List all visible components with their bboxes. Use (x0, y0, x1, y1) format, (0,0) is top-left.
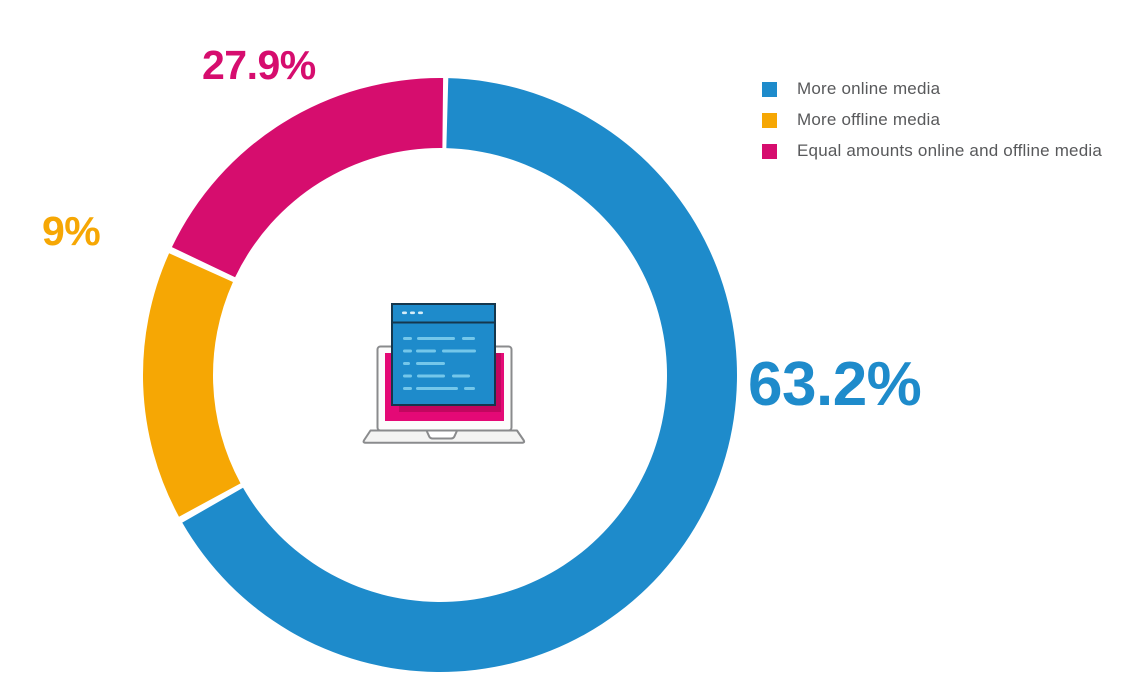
legend-item-more-offline: More offline media (762, 110, 1102, 129)
laptop-icon (362, 303, 526, 444)
legend-label-more-online: More online media (797, 79, 941, 98)
pct-label-equal: 27.9% (202, 42, 316, 88)
pct-label-offline: 9% (42, 208, 101, 254)
legend-item-more-online: More online media (762, 79, 1102, 98)
legend-label-more-offline: More offline media (797, 110, 941, 129)
legend-item-equal: Equal amounts online and offline media (762, 141, 1102, 160)
legend-swatch-more-offline (762, 112, 777, 128)
browser-content-lines (403, 337, 476, 390)
legend-swatch-equal (762, 143, 777, 159)
browser-titlebar-dots (402, 311, 423, 315)
laptop-base (362, 429, 526, 444)
chart-legend: More online media More offline media Equ… (762, 79, 1102, 174)
legend-label-equal: Equal amounts online and offline media (797, 141, 1102, 160)
legend-swatch-more-online (762, 81, 777, 97)
pct-label-online: 63.2% (748, 350, 922, 419)
donut-segment-equal-online-offline (171, 78, 444, 278)
donut-segment-more-offline-media (142, 253, 241, 517)
donut-segments (142, 78, 737, 673)
